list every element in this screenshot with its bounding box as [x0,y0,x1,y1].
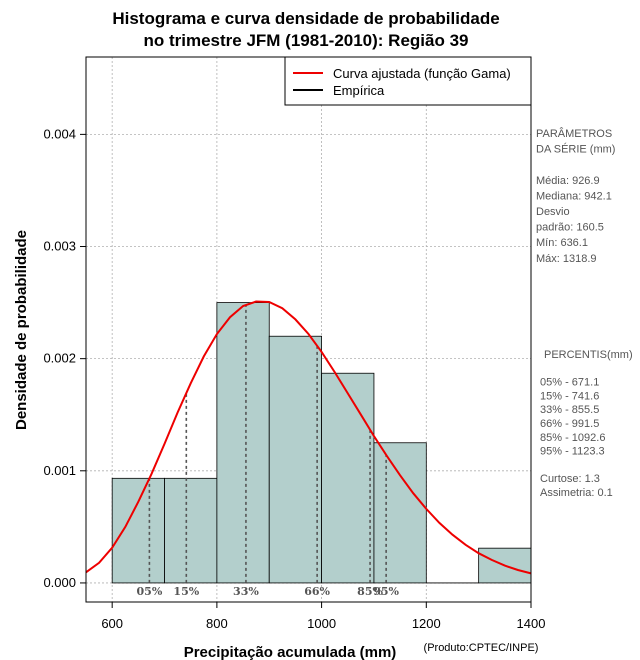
parameter-line: padrão: 160.5 [536,222,604,234]
x-tick-label: 1200 [412,616,441,631]
histogram-bar [321,372,375,584]
chart-title-line-2: no trimestre JFM (1981-2010): Região 39 [143,31,468,50]
y-axis-title: Densidade de probabilidade [13,230,30,430]
x-tick-label: 1400 [517,616,546,631]
percentile-label: 33% [233,585,259,598]
histogram-bar [373,442,427,584]
percentile-lines [148,304,387,583]
y-tick-label: 0.003 [43,239,76,254]
histogram-bar [111,477,165,584]
fitted-curve [85,300,532,575]
percentile-stat-line: 33% - 855.5 [540,404,599,416]
parameter-line: Média: 926.9 [536,175,600,187]
histogram-bars [111,302,532,584]
chart-title-line-1: Histograma e curva densidade de probabil… [112,9,499,28]
percentile-label: 05% [137,585,163,598]
x-tick-label: 600 [101,616,123,631]
percentile-stat-line: 85% - 1092.6 [540,432,605,444]
percentile-stat-line: 95% - 1123.3 [540,446,605,458]
percentile-stat-line: Assimetria: 0.1 [540,487,613,499]
series-parameters-panel: PARÂMETROS DA SÉRIE (mm) Média: 926.9 Medi… [536,127,615,265]
x-tick-label: 1000 [307,616,336,631]
percentile-stat-line: 05% - 671.1 [540,377,599,389]
parameter-line: Desvio [536,206,570,218]
fitted-gamma-curve [85,300,532,575]
y-tick-label: 0.004 [43,126,76,141]
percentile-stat-line: 66% - 991.5 [540,418,599,430]
histogram-bar [268,335,322,584]
legend-box [284,56,532,106]
y-tick-label: 0.001 [43,463,76,478]
parameter-line: Mediana: 942.1 [536,190,612,202]
percentile-label: 66% [304,585,330,598]
percentile-stat-line: Curtose: 1.3 [540,473,600,485]
chart-title: Histograma e curva densidade de probabil… [112,9,499,50]
legend-curve-label: Curva ajustada (função Gama) [333,66,511,81]
percentile-stat-line: PERCENTIS(mm) [544,349,633,361]
percentile-stat-line: 15% - 741.6 [540,390,599,402]
histogram-bar [164,477,218,584]
percentile-label: 95% [373,585,399,598]
parameter-line: Máx: 1318.9 [536,253,597,265]
x-tick-label: 800 [206,616,228,631]
parameter-line: PARÂMETROS [536,127,612,140]
histogram-bar [216,302,270,584]
percentile-label: 15% [173,585,199,598]
percentile-labels: 05% 15% 33% 66% 85%95% [137,585,400,598]
percentiles-panel: PERCENTIS(mm) 05% - 671.115% - 741.6 33% -… [540,349,633,499]
product-credit: (Produto:CPTEC/INPE) [424,642,539,654]
x-axis-title: Precipitação acumulada (mm) [184,644,397,660]
legend-empirical-label: Empírica [333,83,385,98]
parameter-line: Mín: 636.1 [536,237,588,249]
y-tick-label: 0.000 [43,575,76,590]
percentile-label: 85% [357,585,383,598]
parameter-line: DA SÉRIE (mm) [536,143,615,156]
y-axis: 0.000 0.001 0.002 0.003 0.004 [43,126,86,590]
x-axis: 600 800 1000 1200 1400 [101,602,545,631]
legend: Curva ajustada (função Gama) Empírica [284,56,532,106]
y-tick-label: 0.002 [43,351,76,366]
